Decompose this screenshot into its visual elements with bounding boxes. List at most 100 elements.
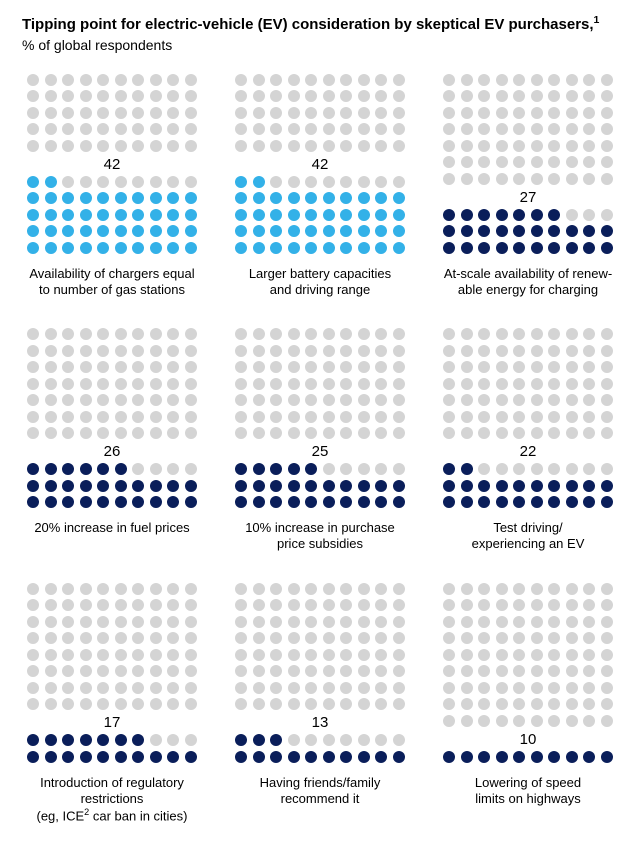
waffle-dot (583, 394, 595, 406)
waffle-dot (235, 682, 247, 694)
waffle-dot (375, 378, 387, 390)
waffle-dot (358, 496, 370, 508)
waffle-dot (167, 682, 179, 694)
waffle-dot (62, 378, 74, 390)
waffle-dot (288, 209, 300, 221)
waffle-dot (583, 225, 595, 237)
waffle-dot (270, 583, 282, 595)
waffle-dot (513, 682, 525, 694)
waffle-dot (253, 394, 265, 406)
waffle-dot (288, 394, 300, 406)
waffle-dot (583, 751, 595, 763)
waffle-dot (270, 616, 282, 628)
waffle-dot (601, 140, 613, 152)
waffle-dot (167, 74, 179, 86)
waffle-dot (185, 632, 197, 644)
waffle-panel: 2510% increase in purchaseprice subsidie… (235, 328, 405, 553)
waffle-dot (270, 394, 282, 406)
waffle-dot (548, 715, 560, 727)
waffle-dot (496, 345, 508, 357)
waffle-dot (62, 665, 74, 677)
waffle-dot (185, 734, 197, 746)
waffle-dot (323, 74, 335, 86)
waffle-dot (375, 361, 387, 373)
waffle-dot (393, 328, 405, 340)
waffle-dot (305, 378, 317, 390)
waffle-dot (323, 616, 335, 628)
waffle-dot (358, 411, 370, 423)
waffle-dot (566, 715, 578, 727)
waffle-dot (548, 463, 560, 475)
waffle-dot (167, 192, 179, 204)
waffle-dot (185, 682, 197, 694)
waffle-dot (583, 90, 595, 102)
waffle-dot (97, 411, 109, 423)
waffle-dot (253, 176, 265, 188)
waffle-dot (358, 632, 370, 644)
waffle-dot (80, 176, 92, 188)
waffle-dot (478, 345, 490, 357)
waffle-dot (496, 616, 508, 628)
waffle-dots-top (443, 74, 613, 185)
waffle-dot (566, 616, 578, 628)
waffle-dot (45, 411, 57, 423)
waffle-dot (132, 345, 144, 357)
waffle-dot (305, 345, 317, 357)
waffle-dot (358, 107, 370, 119)
waffle-dot (461, 632, 473, 644)
waffle-dot (478, 140, 490, 152)
waffle-dot (496, 583, 508, 595)
waffle-dot (80, 698, 92, 710)
waffle-dot (288, 192, 300, 204)
waffle-dot (27, 427, 39, 439)
waffle-panel: 42Availability of chargers equalto numbe… (27, 74, 197, 299)
waffle-dot (393, 583, 405, 595)
waffle-dot (45, 107, 57, 119)
waffle-dot (185, 192, 197, 204)
waffle-dot (115, 140, 127, 152)
waffle-dot (323, 599, 335, 611)
waffle-dot (115, 176, 127, 188)
waffle-dot (601, 394, 613, 406)
waffle-dot (513, 665, 525, 677)
waffle-dot (45, 583, 57, 595)
waffle-dot (235, 583, 247, 595)
waffle-dot (375, 751, 387, 763)
waffle-dot (132, 225, 144, 237)
waffle-dot (323, 345, 335, 357)
waffle-dot (358, 480, 370, 492)
waffle-dot (288, 74, 300, 86)
waffle-dot (27, 665, 39, 677)
waffle-dot (461, 140, 473, 152)
waffle-dot (340, 649, 352, 661)
waffle-dot (461, 427, 473, 439)
waffle-dot (150, 345, 162, 357)
waffle-dot (253, 665, 265, 677)
waffle-dot (288, 176, 300, 188)
waffle-dot (393, 90, 405, 102)
waffle-dot (461, 378, 473, 390)
waffle-dot (270, 751, 282, 763)
waffle-dot (305, 427, 317, 439)
waffle-dot (548, 242, 560, 254)
waffle-dot (340, 361, 352, 373)
waffle-dot (340, 496, 352, 508)
waffle-dot (115, 74, 127, 86)
waffle-dot (443, 632, 455, 644)
waffle-dot (305, 734, 317, 746)
waffle-dot (393, 616, 405, 628)
panel-label: Introduction of regulatoryrestrictions(e… (27, 775, 197, 825)
waffle-dot (97, 394, 109, 406)
waffle-dot (323, 411, 335, 423)
waffle-dot (288, 107, 300, 119)
waffle-dot (496, 665, 508, 677)
waffle-dot (253, 74, 265, 86)
waffle-dot (323, 328, 335, 340)
waffle-dot (496, 496, 508, 508)
waffle-dot (601, 751, 613, 763)
waffle-dot (566, 378, 578, 390)
waffle-dot (513, 698, 525, 710)
waffle-dot (288, 649, 300, 661)
waffle-dot (150, 176, 162, 188)
waffle-dot (253, 599, 265, 611)
